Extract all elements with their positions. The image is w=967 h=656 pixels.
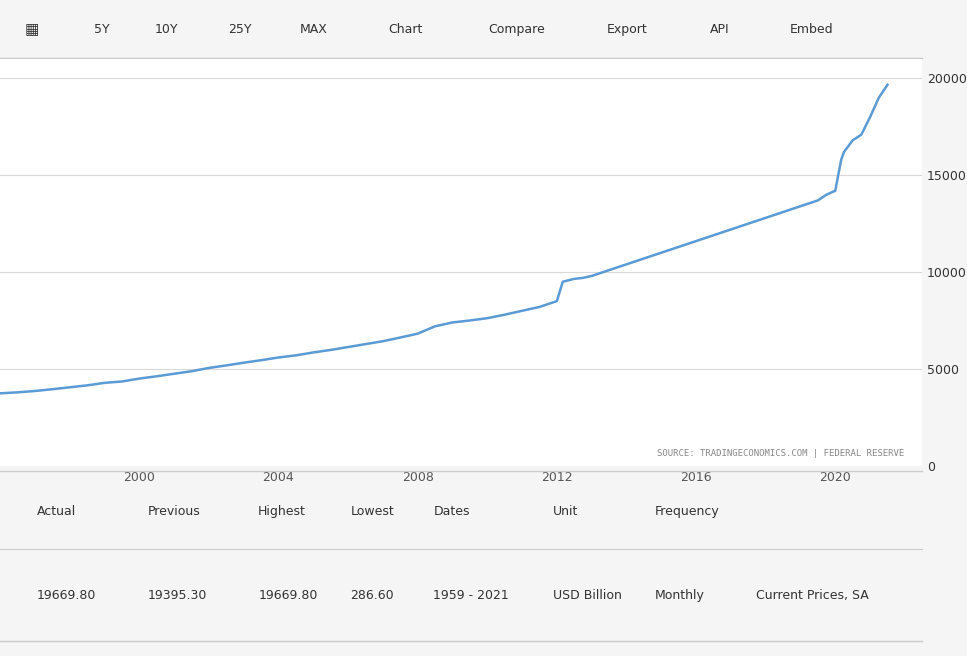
Text: Previous: Previous [148, 505, 200, 518]
Text: Current Prices, SA: Current Prices, SA [756, 588, 869, 602]
Text: 286.60: 286.60 [350, 588, 395, 602]
Text: 19395.30: 19395.30 [148, 588, 207, 602]
Text: ▦: ▦ [25, 22, 40, 37]
Text: 1959 - 2021: 1959 - 2021 [433, 588, 510, 602]
Text: Chart: Chart [389, 23, 423, 36]
Text: USD Billion: USD Billion [553, 588, 622, 602]
Text: Highest: Highest [258, 505, 307, 518]
Text: 19669.80: 19669.80 [258, 588, 317, 602]
Text: Compare: Compare [488, 23, 544, 36]
Text: Export: Export [606, 23, 648, 36]
Text: 5Y: 5Y [94, 23, 109, 36]
Text: Monthly: Monthly [655, 588, 705, 602]
Text: Actual: Actual [37, 505, 76, 518]
Text: Embed: Embed [790, 23, 834, 36]
Text: SOURCE: TRADINGECONOMICS.COM | FEDERAL RESERVE: SOURCE: TRADINGECONOMICS.COM | FEDERAL R… [657, 449, 904, 458]
Text: 19669.80: 19669.80 [37, 588, 97, 602]
Text: API: API [710, 23, 729, 36]
Text: 25Y: 25Y [228, 23, 251, 36]
Text: Frequency: Frequency [655, 505, 719, 518]
Text: Lowest: Lowest [350, 505, 395, 518]
Text: Dates: Dates [433, 505, 470, 518]
Text: MAX: MAX [300, 23, 328, 36]
Text: 10Y: 10Y [155, 23, 178, 36]
Text: Unit: Unit [553, 505, 578, 518]
